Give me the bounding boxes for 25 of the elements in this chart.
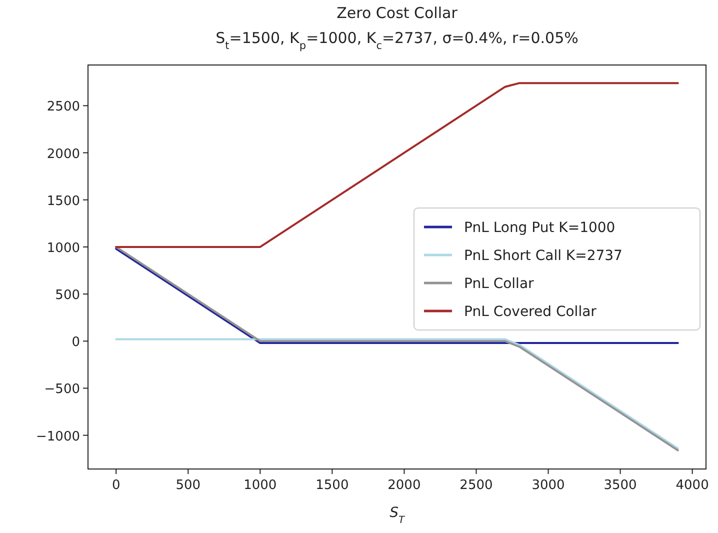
x-tick-label: 3000 [532,478,565,493]
chart-title: Zero Cost Collar [336,4,458,22]
y-tick-label: −1000 [36,429,80,444]
y-tick-label: 2000 [46,146,80,162]
y-tick-label: 500 [55,288,80,304]
legend-label: PnL Short Call K=2737 [464,248,622,264]
y-tick-label: 1500 [46,194,80,209]
y-tick-label: 2500 [46,100,80,115]
x-tick-label: 2000 [388,478,421,493]
legend-label: PnL Covered Collar [464,304,597,320]
chart-subtitle: S$_{t}$=1500, K$_{p}$=1000, K$_{c}$=2737, σ=0.4%, r=0.05% [216,29,578,52]
y-tick-label: −500 [44,382,80,398]
x-tick-label: 1500 [316,478,349,493]
y-tick-label: 0 [72,335,80,350]
x-tick-label: 2500 [460,478,493,493]
x-axis-title: S$_{T}$ [390,505,406,526]
x-tick-label: 4000 [676,478,709,493]
legend-label: PnL Collar [464,276,534,292]
x-tick-label: 1000 [244,478,277,493]
x-tick-label: 500 [176,478,201,493]
legend-label: PnL Long Put K=1000 [464,220,616,236]
x-tick-label: 0 [112,478,120,493]
x-tick-label: 3500 [604,478,637,493]
y-tick-label: 1000 [46,240,80,256]
line-series [115,246,679,452]
